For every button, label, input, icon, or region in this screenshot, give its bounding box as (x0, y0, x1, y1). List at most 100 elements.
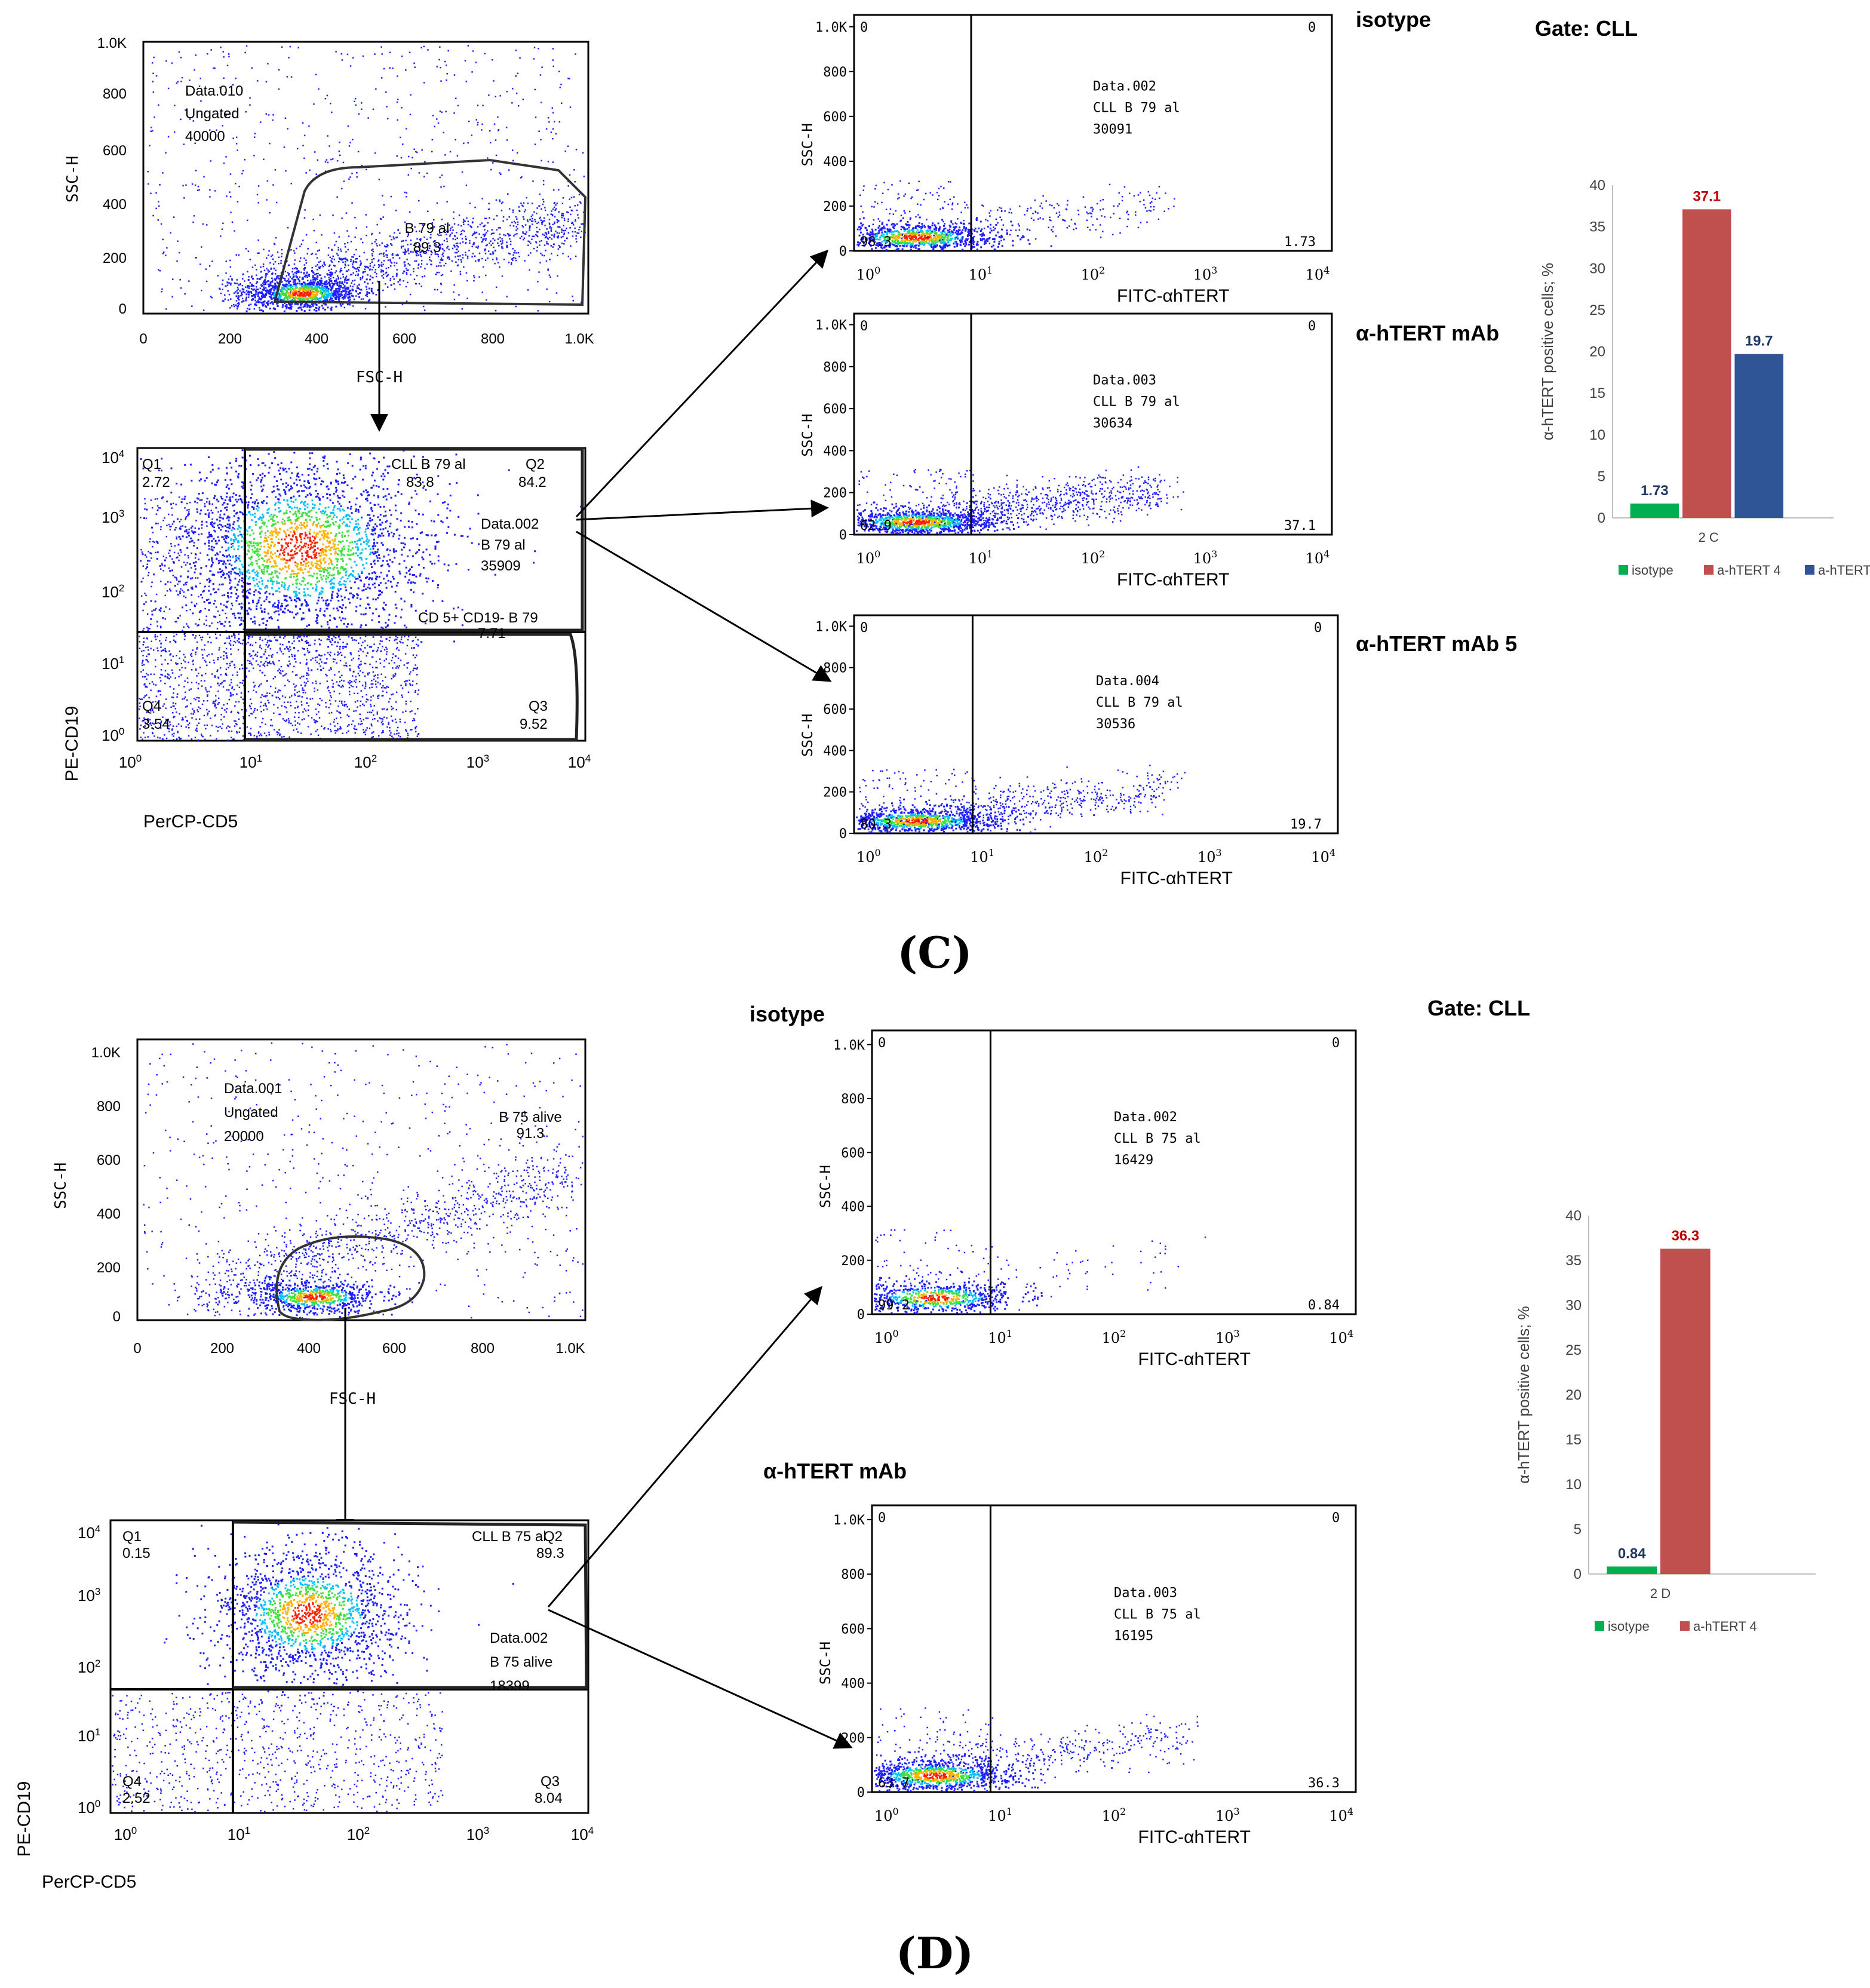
ytick: 40 (1565, 1208, 1582, 1224)
xtick-exp: 0 (892, 1806, 898, 1817)
q4-value: 2.52 (122, 1790, 151, 1806)
bar-a-htert-4 (1682, 209, 1731, 518)
ytick: 1.0K (97, 35, 127, 51)
q4-label: Q4 (122, 1774, 142, 1790)
dot-cloud (147, 45, 587, 312)
plot-frame (109, 1519, 589, 1814)
xtick-exp: 3 (484, 1825, 489, 1836)
xtick-exp: 4 (1347, 1806, 1353, 1817)
ytick: 25 (1565, 1342, 1582, 1358)
info-line: 18399 (490, 1678, 530, 1694)
xtick-exp: 0 (874, 548, 880, 560)
cll-gate-name: CLL B 75 al (472, 1529, 546, 1545)
axis-label-x: FITC-αhTERT (1117, 570, 1229, 590)
xtick-exp: 3 (1216, 847, 1222, 858)
legend-swatch (1619, 565, 1628, 575)
xtick: 101 (239, 753, 262, 771)
ytick: 0 (1574, 1566, 1582, 1582)
plot-info: Data.001 Ungated 20000 (224, 1081, 282, 1145)
xtick: 0 (139, 331, 147, 347)
ytick: 100 (78, 1798, 100, 1817)
axis-label-x: FSC-H (329, 1390, 376, 1408)
info-line: 20000 (224, 1128, 264, 1145)
ytick: 15 (1565, 1432, 1582, 1448)
axis-label-y: SSC-H (799, 714, 816, 757)
q2-value: 84.2 (518, 474, 546, 490)
d-scatter-yticks: 1.0K 800 600 400 200 0 (91, 1045, 121, 1325)
ytick-exp: 0 (119, 726, 124, 737)
plot-frame (136, 1038, 587, 1321)
xtick: 104 (1329, 1806, 1353, 1824)
ytick: 0 (839, 528, 847, 543)
xtick: 104 (1311, 847, 1335, 866)
ytick: 600 (823, 110, 847, 125)
q1-value: 0 (860, 621, 868, 636)
info-line: Data.002 (1114, 1110, 1177, 1125)
info-line: B 79 al (481, 537, 526, 553)
xtick: 103 (466, 753, 489, 771)
panel-caption: (C) (897, 927, 972, 978)
ytick: 20 (1589, 344, 1605, 360)
data-label: 0.84 (1618, 1545, 1646, 1561)
xtick: 104 (1329, 1328, 1353, 1346)
axis-label-y: SSC-H (52, 1162, 70, 1209)
xtick: 101 (988, 1328, 1012, 1346)
ytick: 1.0K (815, 619, 848, 634)
axis-label-y: SSC-H (799, 413, 816, 456)
ytick-exp: 1 (95, 1726, 100, 1738)
ytick: 101 (102, 654, 124, 673)
info-line: 16195 (1114, 1629, 1153, 1644)
q2-value: 0 (1308, 20, 1316, 35)
xtick: 100 (856, 265, 881, 283)
ytick: 200 (103, 250, 127, 266)
ytick: 0 (113, 1309, 121, 1325)
xtick-exp: 3 (484, 753, 489, 764)
xtick: 103 (1215, 1806, 1240, 1824)
q3-value: 37.1 (1284, 519, 1316, 533)
xtick-exp: 2 (1099, 265, 1105, 276)
xtick: 101 (988, 1806, 1012, 1824)
q1-label: Q1 (122, 1529, 142, 1545)
xtick-exp: 2 (1120, 1328, 1126, 1339)
cd5-gate (245, 633, 579, 741)
cll-gate-percent: 83.8 (406, 474, 434, 490)
info-line: 16429 (1114, 1153, 1153, 1168)
c-scatter-yticks: 1.0K 800 600 400 200 0 (97, 35, 127, 317)
xtick: 104 (1306, 548, 1330, 567)
xtick-exp: 2 (371, 753, 377, 764)
ytick-exp: 3 (119, 508, 124, 519)
q3-value: 19.7 (1290, 817, 1322, 832)
q1-value: 2.72 (142, 474, 170, 490)
xtick: 100 (119, 753, 142, 771)
axis-label-y: α-hTERT positive cells; % (1539, 263, 1556, 440)
xtick: 101 (969, 265, 993, 283)
plot-frame (871, 1029, 1357, 1315)
ytick-exp: 3 (95, 1586, 100, 1597)
legend-label: a-hTERT 5 (1818, 563, 1870, 578)
gate-name: B 75 alive (499, 1109, 561, 1125)
hist-title-isotype: isotype (750, 1002, 825, 1026)
xtick: 100 (874, 1806, 899, 1824)
xtick: 103 (1193, 265, 1218, 283)
dot-cloud (139, 449, 582, 741)
ytick: 25 (1589, 302, 1605, 318)
plot-frame (142, 41, 589, 315)
ytick: 0 (839, 244, 847, 259)
axis-label-y: PE-CD19 (14, 1781, 34, 1857)
q2-value: 0 (1314, 621, 1322, 636)
xtick-exp: 4 (1324, 548, 1329, 560)
ytick: 600 (103, 143, 127, 159)
xtick: 102 (1081, 265, 1106, 283)
ytick: 200 (823, 786, 847, 800)
cll-gate (232, 1520, 588, 1689)
plot-frame (853, 614, 1339, 835)
ytick: 600 (841, 1622, 865, 1637)
ytick: 30 (1589, 260, 1605, 277)
q3-value: 0.84 (1308, 1298, 1340, 1313)
xtick-exp: 2 (1102, 847, 1108, 858)
ytick: 20 (1565, 1387, 1582, 1403)
d-bar-chart: 0 5 10 15 20 25 30 35 40 0.84 36.3 2 D isotype a-hTER… (1515, 1208, 1816, 1634)
arrow-to-isotype (575, 249, 829, 518)
